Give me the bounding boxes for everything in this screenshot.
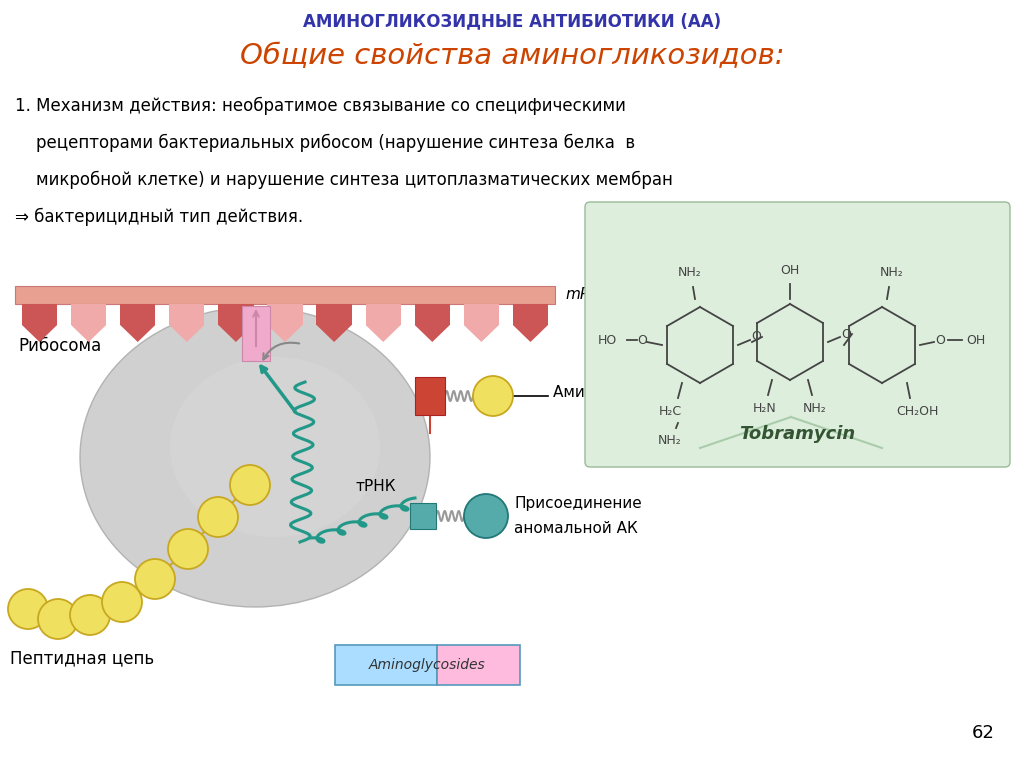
Bar bbox=[366, 304, 400, 325]
Circle shape bbox=[198, 497, 238, 537]
Circle shape bbox=[38, 599, 78, 639]
Text: микробной клетке) и нарушение синтеза цитоплазматических мембран: микробной клетке) и нарушение синтеза ци… bbox=[15, 171, 673, 189]
Polygon shape bbox=[267, 325, 303, 342]
Polygon shape bbox=[218, 325, 254, 342]
Text: NH₂: NH₂ bbox=[658, 434, 682, 447]
Text: H₂N: H₂N bbox=[753, 401, 777, 414]
Text: NH₂: NH₂ bbox=[678, 265, 701, 278]
Polygon shape bbox=[316, 325, 352, 342]
Polygon shape bbox=[71, 325, 106, 342]
Text: рецепторами бактериальных рибосом (нарушение синтеза белка  в: рецепторами бактериальных рибосом (наруш… bbox=[15, 134, 635, 152]
Circle shape bbox=[464, 494, 508, 538]
Bar bbox=[464, 304, 499, 325]
Text: O: O bbox=[751, 331, 761, 344]
Text: Аминокислота (АК): Аминокислота (АК) bbox=[553, 384, 708, 400]
Text: АМИНОГЛИКОЗИДНЫЕ АНТИБИОТИКИ (АА): АМИНОГЛИКОЗИДНЫЕ АНТИБИОТИКИ (АА) bbox=[303, 12, 721, 30]
Circle shape bbox=[70, 595, 110, 635]
Ellipse shape bbox=[170, 357, 380, 537]
Text: Рибосома: Рибосома bbox=[18, 337, 101, 355]
Bar bbox=[316, 304, 352, 325]
Bar bbox=[242, 306, 270, 361]
Text: 1. Механизм действия: необратимое связывание со специфическими: 1. Механизм действия: необратимое связыв… bbox=[15, 97, 626, 115]
Bar bbox=[218, 304, 254, 325]
Text: Aminoglycosides: Aminoglycosides bbox=[369, 658, 485, 672]
Text: H₂C: H₂C bbox=[658, 404, 682, 417]
Circle shape bbox=[168, 529, 208, 569]
Ellipse shape bbox=[80, 307, 430, 607]
Bar bbox=[437, 645, 520, 685]
Bar bbox=[267, 304, 303, 325]
Bar bbox=[513, 304, 548, 325]
FancyBboxPatch shape bbox=[585, 202, 1010, 467]
Text: Общие свойства аминогликозидов:: Общие свойства аминогликозидов: bbox=[240, 42, 784, 70]
Circle shape bbox=[8, 589, 48, 629]
Text: OH: OH bbox=[967, 334, 986, 347]
Polygon shape bbox=[464, 325, 499, 342]
Bar bbox=[415, 377, 445, 415]
Text: ⇒ бактерицидный тип действия.: ⇒ бактерицидный тип действия. bbox=[15, 208, 303, 226]
Text: NH₂: NH₂ bbox=[880, 265, 904, 278]
Circle shape bbox=[230, 465, 270, 505]
Text: mRNA: mRNA bbox=[565, 287, 612, 301]
Text: 62: 62 bbox=[972, 724, 995, 742]
Text: аномальной АК: аномальной АК bbox=[514, 521, 638, 536]
Bar bbox=[169, 304, 205, 325]
Circle shape bbox=[102, 582, 142, 622]
Bar bbox=[335, 645, 437, 685]
Circle shape bbox=[135, 559, 175, 599]
Text: O: O bbox=[935, 334, 945, 347]
Bar bbox=[410, 503, 436, 529]
Bar bbox=[415, 304, 450, 325]
Text: NH₂: NH₂ bbox=[803, 401, 826, 414]
Bar bbox=[120, 304, 156, 325]
Text: HO: HO bbox=[597, 334, 616, 347]
Text: Пептидная цепь: Пептидная цепь bbox=[10, 649, 155, 667]
Polygon shape bbox=[366, 325, 400, 342]
Circle shape bbox=[473, 376, 513, 416]
Text: Tobramycin: Tobramycin bbox=[739, 425, 856, 443]
Text: CH₂OH: CH₂OH bbox=[896, 404, 938, 417]
Bar bbox=[15, 286, 555, 304]
Bar bbox=[22, 304, 57, 325]
Polygon shape bbox=[22, 325, 57, 342]
Bar bbox=[71, 304, 106, 325]
Text: O: O bbox=[841, 328, 851, 341]
Polygon shape bbox=[120, 325, 156, 342]
Polygon shape bbox=[415, 325, 450, 342]
Polygon shape bbox=[169, 325, 205, 342]
Text: Присоединение: Присоединение bbox=[514, 496, 642, 511]
Text: тРНК: тРНК bbox=[355, 479, 395, 494]
Polygon shape bbox=[513, 325, 548, 342]
Text: O: O bbox=[637, 334, 647, 347]
Text: OH: OH bbox=[780, 265, 800, 278]
